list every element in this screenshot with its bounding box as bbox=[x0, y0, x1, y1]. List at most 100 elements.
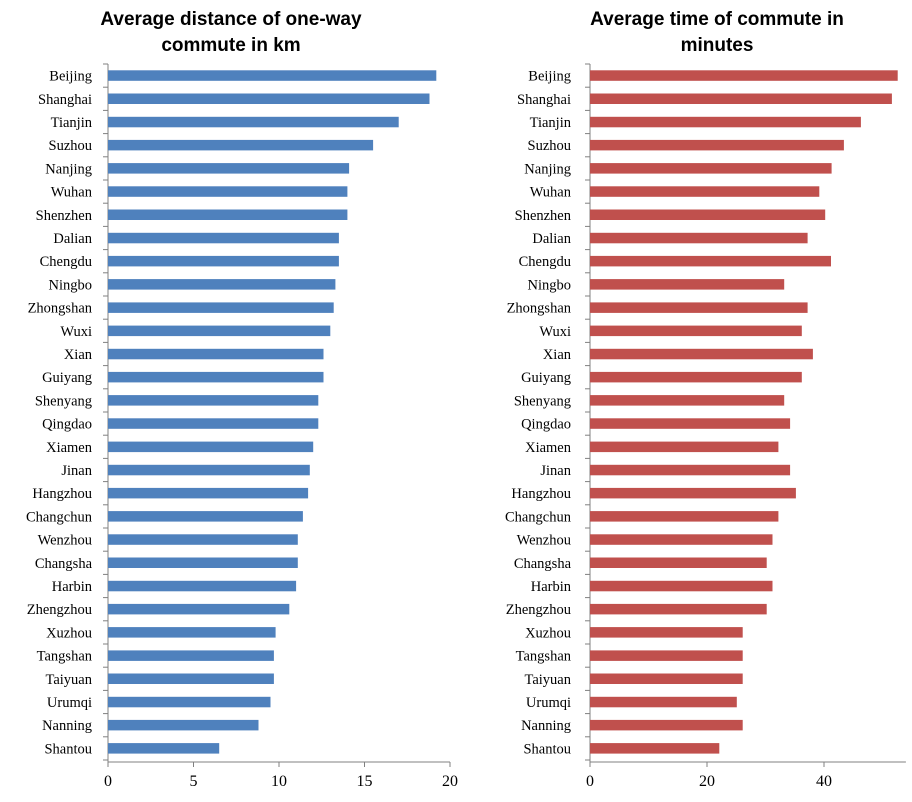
bar bbox=[590, 557, 767, 568]
bar bbox=[108, 603, 290, 615]
bar bbox=[108, 279, 336, 290]
category-label: Nanning bbox=[521, 718, 571, 734]
category-label: Changsha bbox=[514, 556, 572, 572]
bar bbox=[590, 255, 831, 267]
x-tick-label: 20 bbox=[699, 773, 715, 790]
bar bbox=[590, 232, 808, 244]
bar bbox=[108, 511, 303, 522]
bar bbox=[108, 186, 348, 197]
category-label: Shanghai bbox=[38, 92, 92, 108]
category-label: Tangshan bbox=[37, 649, 93, 665]
category-label: Xiamen bbox=[525, 440, 572, 456]
category-label: Changsha bbox=[35, 556, 93, 572]
bar bbox=[590, 627, 743, 638]
category-label: Shanghai bbox=[517, 92, 571, 108]
bar bbox=[590, 209, 826, 220]
bar bbox=[590, 93, 892, 104]
bar bbox=[590, 70, 898, 81]
x-tick-label: 15 bbox=[357, 773, 373, 790]
category-label: Dalian bbox=[532, 231, 571, 247]
category-label: Harbin bbox=[52, 579, 93, 595]
bar bbox=[108, 627, 276, 638]
bar bbox=[108, 580, 297, 592]
category-label: Xiamen bbox=[46, 440, 93, 456]
category-label: Urumqi bbox=[47, 695, 92, 711]
category-label: Zhongshan bbox=[28, 301, 93, 317]
bar bbox=[590, 348, 813, 360]
category-label: Wuhan bbox=[51, 185, 93, 201]
bar bbox=[590, 116, 861, 128]
bar bbox=[108, 70, 437, 81]
bar bbox=[590, 487, 796, 499]
category-label: Qingdao bbox=[42, 417, 92, 433]
bar bbox=[590, 279, 785, 290]
bar bbox=[108, 650, 274, 661]
category-label: Shantou bbox=[44, 741, 92, 757]
category-label: Nanjing bbox=[45, 161, 92, 177]
category-label: Urumqi bbox=[526, 695, 571, 711]
category-label: Zhengzhou bbox=[27, 602, 92, 618]
category-label: Zhengzhou bbox=[506, 602, 571, 618]
category-label: Tianjin bbox=[51, 115, 93, 131]
bar bbox=[108, 464, 310, 476]
bar bbox=[108, 441, 314, 453]
bar bbox=[108, 395, 319, 406]
category-label: Ningbo bbox=[528, 277, 572, 293]
bar bbox=[108, 696, 271, 708]
category-label: Zhongshan bbox=[507, 301, 572, 317]
bar bbox=[108, 209, 348, 220]
bar bbox=[590, 441, 779, 453]
bar bbox=[590, 139, 844, 151]
bar bbox=[108, 557, 298, 568]
category-label: Qingdao bbox=[521, 417, 571, 433]
category-label: Dalian bbox=[53, 231, 92, 247]
bar bbox=[590, 325, 802, 337]
bar bbox=[590, 511, 779, 522]
category-label: Wenzhou bbox=[38, 533, 92, 549]
x-tick-label: 20 bbox=[442, 773, 458, 790]
chart-title-line-2: minutes bbox=[681, 35, 754, 56]
bar bbox=[108, 348, 324, 360]
bar bbox=[590, 418, 791, 429]
category-label: Changchun bbox=[505, 509, 572, 525]
x-tick-label: 0 bbox=[586, 773, 594, 790]
category-label: Suzhou bbox=[49, 138, 93, 154]
bar bbox=[590, 534, 773, 545]
bar bbox=[590, 673, 743, 684]
bar bbox=[108, 93, 430, 104]
category-label: Shenzhen bbox=[515, 208, 572, 224]
category-label: Wenzhou bbox=[517, 533, 571, 549]
time-chart: Average time of commute in minutes Beiji… bbox=[505, 9, 906, 790]
category-label: Beijing bbox=[49, 69, 92, 85]
bar bbox=[108, 534, 298, 545]
category-label: Xuzhou bbox=[525, 625, 571, 641]
bar bbox=[108, 163, 350, 174]
category-label: Guiyang bbox=[521, 370, 571, 386]
category-label: Shenzhen bbox=[36, 208, 93, 224]
bar bbox=[590, 696, 737, 708]
category-label: Guiyang bbox=[42, 370, 92, 386]
x-tick-label: 0 bbox=[104, 773, 112, 790]
chart-title-line-1: Average distance of one-way bbox=[100, 9, 362, 30]
bar bbox=[108, 255, 339, 267]
bar bbox=[108, 139, 374, 151]
distance-chart: Average distance of one-way commute in k… bbox=[26, 9, 458, 790]
chart-title-line-1: Average time of commute in bbox=[590, 9, 844, 30]
bar bbox=[590, 464, 791, 476]
bar bbox=[590, 395, 785, 406]
bar bbox=[108, 743, 220, 754]
bar bbox=[108, 371, 324, 383]
category-label: Hangzhou bbox=[511, 486, 571, 502]
category-label: Wuxi bbox=[539, 324, 571, 340]
category-label: Chengdu bbox=[519, 254, 571, 270]
category-label: Shantou bbox=[523, 741, 571, 757]
x-tick-label: 5 bbox=[190, 773, 198, 790]
bar bbox=[590, 186, 820, 197]
category-label: Wuxi bbox=[60, 324, 92, 340]
category-label: Taiyuan bbox=[525, 672, 572, 688]
category-label: Xuzhou bbox=[46, 625, 92, 641]
category-label: Nanjing bbox=[524, 161, 571, 177]
category-label: Nanning bbox=[42, 718, 92, 734]
bar bbox=[108, 418, 319, 429]
bar bbox=[590, 371, 802, 383]
